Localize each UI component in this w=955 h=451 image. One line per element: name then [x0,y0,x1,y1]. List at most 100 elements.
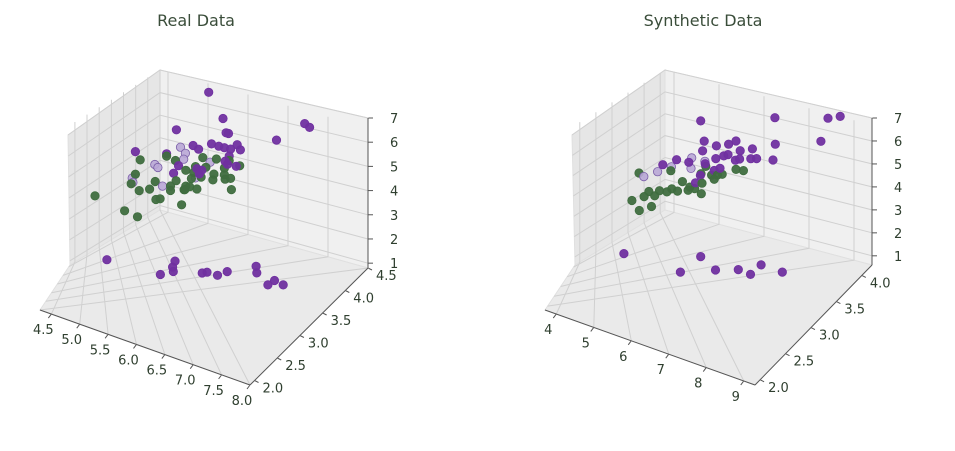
data-point-green [634,205,644,216]
x-tick-mark [246,384,251,390]
data-point-green [145,184,155,194]
x-tick-mark [76,323,81,329]
y-gridline [45,116,329,302]
y-tick-mark [810,327,816,331]
data-point-green [226,185,236,195]
z-tick-label: 1 [894,250,902,265]
y-gridline [62,83,209,276]
data-point-purple [171,125,181,135]
data-point-purple [252,268,262,278]
data-point-green [135,155,145,165]
y-gridline [554,108,810,297]
data-point-purple [700,159,710,169]
z-gridline [573,135,873,197]
data-point-purple [130,147,140,157]
y-tick-label: 4.0 [353,292,374,307]
x-tick-mark [665,353,670,359]
data-point-purple [734,154,745,164]
data-point-purple [102,255,112,265]
y-tick-label: 3.5 [331,314,352,329]
data-point-green [226,173,236,183]
data-point-green [666,166,676,176]
data-point-purple [731,136,741,146]
x-tick-label: 5.5 [90,343,111,358]
data-point-purple [697,146,708,156]
data-point-green [150,176,160,187]
data-point-lavender [157,181,168,191]
data-point-green [126,179,136,189]
x-tick-mark [218,374,223,380]
data-point-green [151,194,161,205]
data-point-purple [710,265,721,275]
y-gridline [547,120,855,307]
y-gridline [560,96,765,287]
x-gridline [159,70,251,386]
x-axis-line [39,309,251,386]
y-tick-mark [322,312,327,316]
data-point-green [132,212,143,222]
data-point-purple [155,269,165,280]
data-point-purple [770,139,780,149]
data-point-purple [218,113,228,124]
data-point-purple [204,87,214,97]
z-tick-label: 4 [894,181,902,196]
data-point-purple [747,144,758,154]
data-point-purple [756,260,766,270]
x-tick-mark [627,340,632,346]
x-gridline [659,72,745,382]
data-point-purple [194,144,204,154]
data-point-purple [197,268,207,278]
data-point-purple [711,154,721,164]
x-gridline [555,122,581,315]
data-point-green [208,175,218,185]
z-tick-label: 5 [894,158,902,173]
z-gridline [573,156,873,217]
y-tick-label: 3.0 [308,337,329,352]
data-point-green [650,191,660,201]
data-point-purple [715,163,725,173]
z-gridline [572,113,873,177]
y-tick-mark [861,274,867,278]
y-tick-mark [277,357,282,361]
data-point-green [130,169,140,179]
y-gridline [51,105,289,294]
x-tick-mark [189,364,194,370]
data-point-purple [619,249,629,259]
data-point-purple [768,155,778,165]
data-point-purple [235,145,245,155]
data-point-purple [816,136,826,146]
data-point-purple [231,161,241,171]
x-tick-label: 6 [619,350,627,365]
data-point-green [192,184,202,194]
data-point-purple [173,161,184,171]
data-point-green [181,165,191,175]
data-point-purple [675,267,686,277]
data-point-green [696,189,706,199]
x-gridline [79,114,88,325]
x-gridline [627,92,670,355]
data-point-green [171,176,181,186]
data-point-lavender [639,172,649,182]
data-point-purple [696,252,706,262]
x-tick-label: 8.0 [232,394,253,409]
data-point-green [165,185,176,196]
y-tick-mark [345,290,350,293]
data-point-purple [735,146,745,156]
z-tick-label: 3 [390,209,398,224]
x-tick-mark [740,380,745,386]
x-tick-label: 7.0 [175,374,196,389]
y-axis-line [754,264,873,386]
tick-group: 4 5 6 7 8 9 2.0 2.5 3.0 3.5 4.01 2 3 4 5 6 7 [544,112,902,405]
y-tick-mark [254,380,259,383]
y-tick-mark [299,335,305,338]
data-point-green [198,153,208,163]
data-point-lavender [175,142,186,152]
data-point-purple [770,113,780,123]
data-point-purple [194,169,204,179]
z-gridline [574,200,873,258]
data-point-purple [671,155,682,165]
y-gridline [567,84,720,278]
data-point-purple [695,170,706,180]
y-tick-mark [367,267,373,271]
y-tick-label: 2.5 [794,355,815,370]
